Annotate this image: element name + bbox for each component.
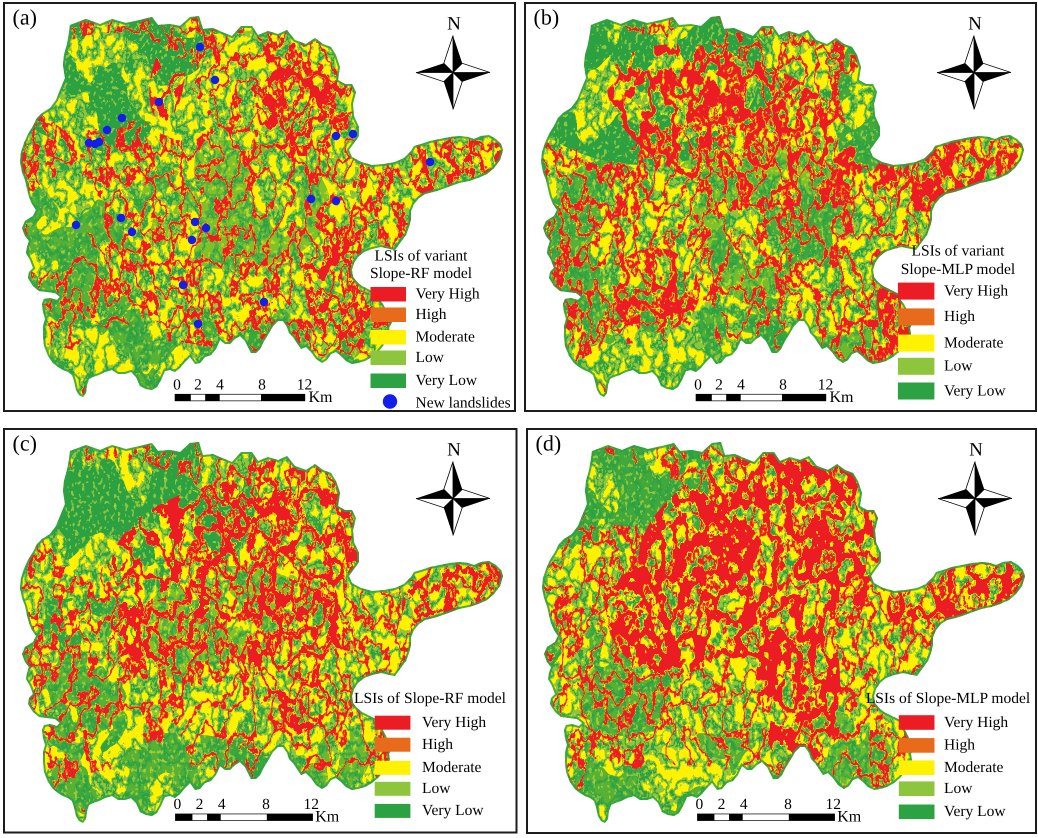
svg-text:Very Low: Very Low (416, 372, 478, 389)
svg-text:High: High (422, 736, 453, 753)
svg-text:(d): (d) (536, 431, 562, 456)
svg-text:Moderate: Moderate (422, 759, 482, 776)
svg-text:Very High: Very High (944, 282, 1008, 299)
svg-text:(c): (c) (13, 431, 37, 456)
svg-text:2: 2 (194, 377, 202, 394)
svg-text:8: 8 (784, 796, 792, 813)
svg-text:LSIs of Slope-RF model: LSIs of Slope-RF model (354, 690, 506, 707)
svg-text:2: 2 (196, 796, 204, 813)
svg-text:12: 12 (297, 377, 313, 394)
svg-text:N: N (447, 440, 461, 461)
svg-text:0: 0 (694, 377, 702, 394)
svg-text:Very Low: Very Low (422, 802, 484, 819)
svg-text:New landslides: New landslides (416, 395, 511, 412)
svg-text:Low: Low (944, 780, 973, 797)
svg-text:2: 2 (715, 377, 723, 394)
svg-text:High: High (944, 308, 975, 325)
svg-text:8: 8 (779, 377, 787, 394)
svg-text:LSIs of variant: LSIs of variant (912, 243, 1006, 260)
svg-text:0: 0 (174, 796, 182, 813)
svg-text:Slope-RF model: Slope-RF model (370, 265, 472, 282)
svg-text:2: 2 (718, 796, 726, 813)
svg-text:(a): (a) (13, 5, 37, 30)
svg-text:Slope-MLP model: Slope-MLP model (901, 261, 1015, 278)
svg-text:12: 12 (818, 377, 834, 394)
svg-text:4: 4 (218, 796, 226, 813)
svg-text:Moderate: Moderate (944, 759, 1004, 776)
svg-text:0: 0 (696, 796, 704, 813)
svg-text:4: 4 (740, 796, 748, 813)
svg-text:N: N (969, 440, 983, 461)
svg-text:Very Low: Very Low (944, 382, 1006, 399)
svg-text:Moderate: Moderate (416, 329, 476, 346)
svg-text:Low: Low (944, 358, 973, 375)
svg-text:Km: Km (309, 389, 334, 406)
svg-text:LSIs of variant: LSIs of variant (375, 247, 469, 264)
svg-text:Moderate: Moderate (944, 334, 1004, 351)
svg-text:N: N (447, 14, 461, 35)
svg-text:(b): (b) (534, 5, 560, 30)
svg-text:Very High: Very High (944, 714, 1008, 731)
svg-text:Low: Low (416, 349, 445, 366)
svg-text:N: N (968, 14, 982, 35)
svg-text:8: 8 (258, 377, 266, 394)
svg-text:4: 4 (737, 377, 745, 394)
svg-text:Km: Km (837, 809, 862, 826)
svg-text:Very High: Very High (422, 714, 486, 731)
svg-text:Low: Low (422, 780, 451, 797)
svg-text:High: High (416, 306, 447, 323)
svg-text:Very High: Very High (416, 286, 480, 303)
svg-text:12: 12 (304, 796, 320, 813)
svg-text:Very Low: Very Low (944, 803, 1006, 820)
svg-text:High: High (944, 737, 975, 754)
svg-text:12: 12 (826, 796, 842, 813)
svg-text:0: 0 (173, 377, 181, 394)
svg-text:8: 8 (262, 796, 270, 813)
svg-text:Km: Km (315, 809, 340, 826)
svg-text:Km: Km (830, 389, 855, 406)
svg-text:4: 4 (216, 377, 224, 394)
svg-text:LSIs of Slope-MLP model: LSIs of Slope-MLP model (866, 690, 1030, 707)
